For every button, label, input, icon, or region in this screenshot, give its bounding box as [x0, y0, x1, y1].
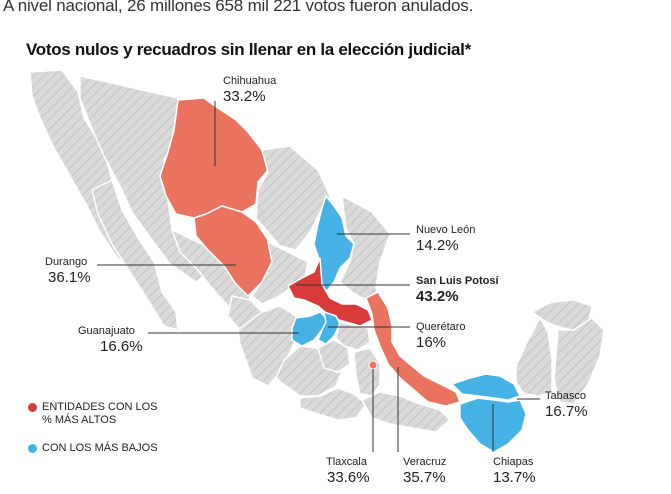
- label-tlaxcala-name: Tlaxcala: [326, 456, 367, 468]
- label-chiapas-name: Chiapas: [493, 456, 534, 468]
- label-san-luis-potosi-value: 43.2%: [416, 288, 459, 305]
- label-tabasco-value: 16.7%: [545, 403, 588, 420]
- label-nuevo-leon-name: Nuevo León: [416, 224, 476, 236]
- label-san-luis-potosi-name: San Luis Potosí: [416, 275, 499, 287]
- label-guanajuato-name: Guanajuato: [78, 325, 135, 337]
- label-chihuahua-name: Chihuahua: [223, 75, 277, 87]
- state-tabasco: [450, 373, 522, 401]
- state-puebla: [353, 347, 381, 397]
- state-baja-california-sur: [91, 178, 179, 332]
- legend-high-dot: [28, 403, 37, 412]
- legend-high-text: ENTIDADES CON LOS % MÁS ALTOS: [42, 401, 158, 426]
- state-tlaxcala: [368, 360, 378, 370]
- state-campeche: [515, 316, 553, 397]
- state-chihuahua: [159, 97, 269, 219]
- map-title: Votos nulos y recuadros sin llenar en la…: [26, 40, 471, 59]
- state-guanajuato: [291, 311, 329, 347]
- state-oaxaca: [360, 391, 452, 433]
- state-coahuila: [255, 145, 331, 251]
- state-guerrero: [299, 387, 368, 421]
- label-tabasco-name: Tabasco: [545, 390, 586, 402]
- state-mexico: [317, 339, 351, 373]
- label-queretaro-value: 16%: [416, 334, 447, 351]
- label-veracruz-name: Veracruz: [403, 456, 447, 468]
- label-durango-name: Durango: [45, 256, 88, 268]
- state-quintana-roo: [553, 317, 605, 405]
- legend-high: ENTIDADES CON LOS % MÁS ALTOS: [28, 401, 158, 427]
- label-chiapas-value: 13.7%: [493, 469, 536, 486]
- label-veracruz-value: 35.7%: [403, 469, 446, 486]
- state-hidalgo: [335, 321, 371, 351]
- state-san-luis-potosi: [287, 257, 373, 327]
- legend-low: CON LOS MÁS BAJOS: [28, 442, 158, 455]
- legend-low-dot: [28, 444, 37, 453]
- state-nuevo-leon: [313, 194, 355, 294]
- label-chihuahua-value: 33.2%: [223, 88, 266, 105]
- label-guanajuato-value: 16.6%: [100, 338, 143, 355]
- label-queretaro-name: Querétaro: [416, 321, 466, 333]
- label-tlaxcala-value: 33.6%: [327, 469, 370, 486]
- label-durango-value: 36.1%: [48, 269, 91, 286]
- subtitle: A nivel nacional, 26 millones 658 mil 22…: [3, 0, 474, 15]
- legend-low-text: CON LOS MÁS BAJOS: [42, 442, 158, 454]
- state-zacatecas: [250, 240, 309, 305]
- label-nuevo-leon-value: 14.2%: [416, 237, 459, 254]
- state-veracruz: [365, 291, 462, 407]
